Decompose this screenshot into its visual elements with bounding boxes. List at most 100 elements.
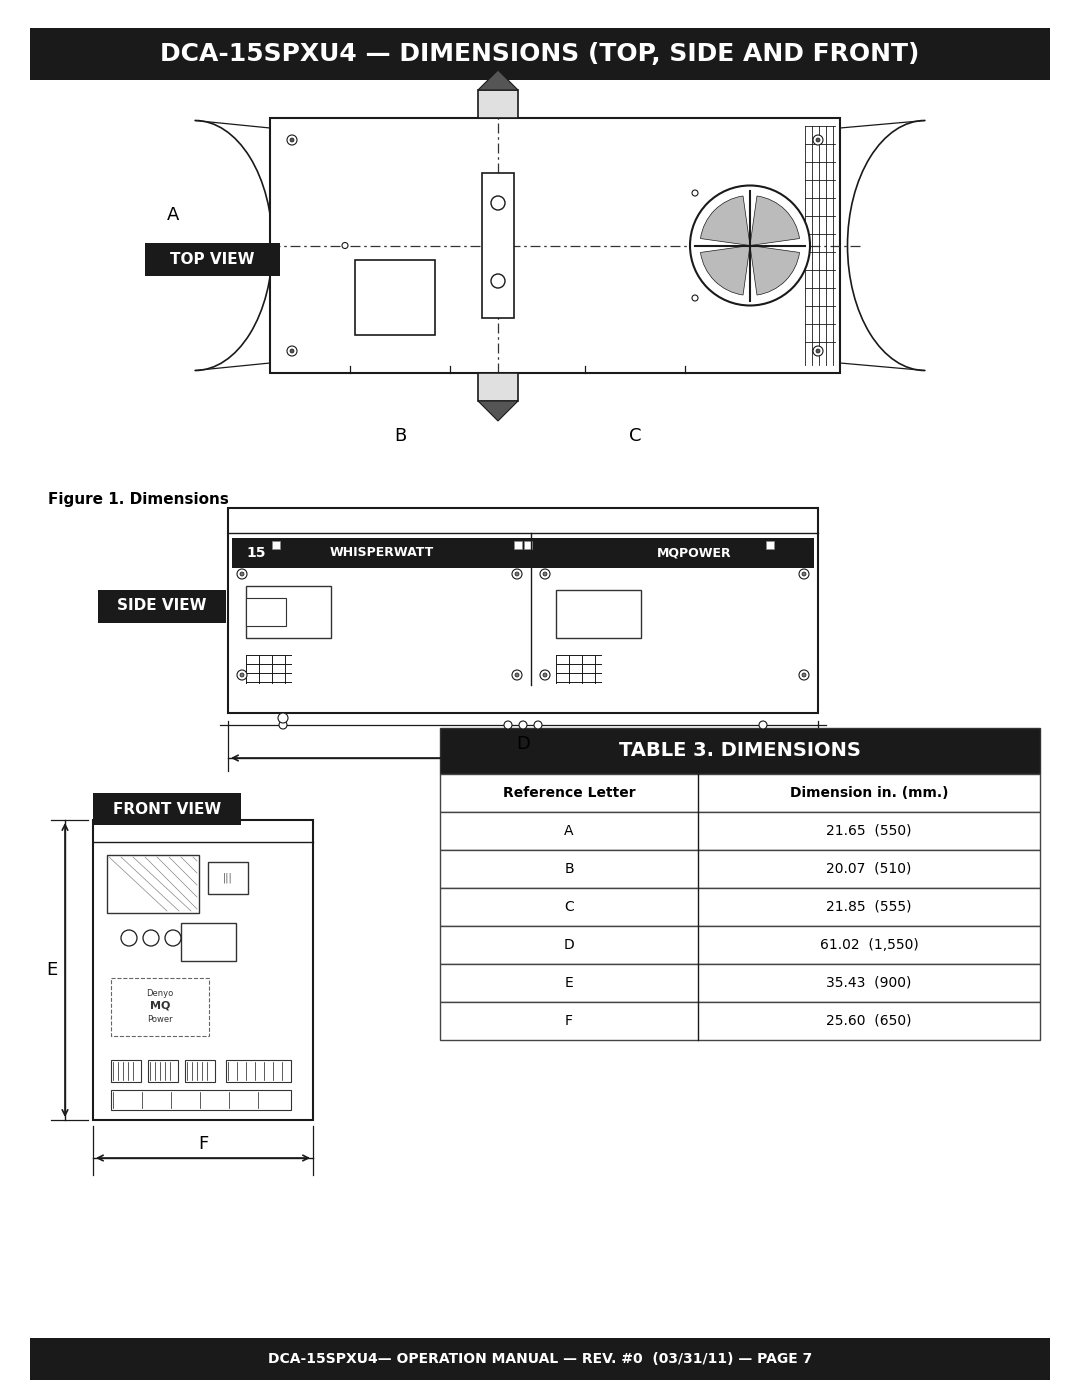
Text: FRONT VIEW: FRONT VIEW: [113, 802, 221, 816]
Bar: [111, 978, 210, 1037]
Circle shape: [491, 274, 505, 288]
Bar: [440, 926, 1040, 964]
Text: 15: 15: [246, 546, 266, 560]
Text: B: B: [564, 862, 573, 876]
Circle shape: [143, 930, 159, 946]
Circle shape: [121, 930, 137, 946]
Text: D: D: [516, 735, 530, 753]
Text: Figure 1. Dimensions: Figure 1. Dimensions: [48, 492, 229, 507]
Circle shape: [291, 349, 294, 353]
Bar: [478, 373, 518, 401]
Circle shape: [504, 721, 512, 729]
Text: C: C: [564, 900, 573, 914]
Circle shape: [692, 190, 698, 196]
Bar: [440, 964, 1040, 1002]
Bar: [440, 774, 1040, 812]
Bar: [93, 820, 313, 1120]
Bar: [246, 598, 286, 626]
Circle shape: [759, 721, 767, 729]
Circle shape: [813, 346, 823, 356]
Bar: [111, 1060, 141, 1083]
Bar: [98, 590, 226, 623]
Text: 35.43  (900): 35.43 (900): [826, 977, 912, 990]
Text: |||: |||: [224, 873, 233, 883]
Bar: [440, 849, 1040, 888]
Text: 21.65  (550): 21.65 (550): [826, 824, 912, 838]
Bar: [440, 1002, 1040, 1039]
Text: TOP VIEW: TOP VIEW: [170, 251, 254, 267]
Text: DCA-15SPXU4— OPERATION MANUAL — REV. #0  (03/31/11) — PAGE 7: DCA-15SPXU4— OPERATION MANUAL — REV. #0 …: [268, 1352, 812, 1366]
Bar: [556, 590, 642, 638]
Text: 21.85  (555): 21.85 (555): [826, 900, 912, 914]
Bar: [208, 862, 248, 894]
Bar: [148, 1060, 178, 1083]
Text: SIDE VIEW: SIDE VIEW: [118, 598, 206, 613]
Text: 20.07  (510): 20.07 (510): [826, 862, 912, 876]
Bar: [440, 728, 1040, 774]
Circle shape: [515, 571, 519, 576]
Text: D: D: [564, 937, 575, 951]
Circle shape: [491, 196, 505, 210]
Text: A: A: [564, 824, 573, 838]
Text: F: F: [565, 1014, 573, 1028]
Circle shape: [540, 569, 550, 578]
Text: Power: Power: [147, 1016, 173, 1024]
Bar: [30, 28, 1050, 80]
Text: F: F: [198, 1134, 208, 1153]
Circle shape: [287, 136, 297, 145]
Circle shape: [692, 295, 698, 300]
Text: E: E: [46, 961, 57, 979]
Bar: [246, 585, 330, 638]
Circle shape: [279, 721, 287, 729]
Text: TABLE 3. DIMENSIONS: TABLE 3. DIMENSIONS: [619, 742, 861, 760]
Bar: [228, 509, 818, 712]
Circle shape: [816, 138, 820, 142]
Bar: [440, 888, 1040, 926]
Circle shape: [240, 571, 244, 576]
Circle shape: [512, 671, 522, 680]
Text: 61.02  (1,550): 61.02 (1,550): [820, 937, 918, 951]
Circle shape: [802, 673, 806, 678]
Bar: [440, 812, 1040, 849]
Text: MQPOWER: MQPOWER: [657, 546, 731, 560]
Bar: [232, 538, 814, 569]
Bar: [93, 793, 241, 826]
Circle shape: [534, 721, 542, 729]
Text: A: A: [166, 207, 179, 225]
Circle shape: [690, 186, 810, 306]
Circle shape: [540, 671, 550, 680]
Wedge shape: [701, 246, 750, 295]
Text: DCA-15SPXU4 — DIMENSIONS (TOP, SIDE AND FRONT): DCA-15SPXU4 — DIMENSIONS (TOP, SIDE AND …: [160, 42, 920, 66]
Bar: [181, 923, 237, 961]
Circle shape: [342, 243, 348, 249]
Bar: [30, 1338, 1050, 1380]
Circle shape: [515, 673, 519, 678]
Text: C: C: [629, 427, 642, 446]
Bar: [514, 541, 522, 549]
Text: MQ: MQ: [150, 1002, 171, 1011]
Wedge shape: [750, 196, 799, 246]
Bar: [111, 1090, 291, 1111]
Circle shape: [543, 571, 546, 576]
Circle shape: [278, 712, 288, 724]
Bar: [482, 173, 514, 319]
Text: B: B: [394, 427, 406, 446]
Text: Reference Letter: Reference Letter: [502, 787, 635, 800]
Bar: [355, 260, 435, 335]
Text: WHISPERWATT: WHISPERWATT: [329, 546, 433, 560]
Bar: [145, 243, 280, 277]
Text: Dimension in. (mm.): Dimension in. (mm.): [789, 787, 948, 800]
Polygon shape: [478, 70, 518, 89]
Circle shape: [287, 346, 297, 356]
Bar: [524, 541, 532, 549]
Circle shape: [802, 571, 806, 576]
Wedge shape: [750, 246, 799, 295]
Text: E: E: [565, 977, 573, 990]
Circle shape: [543, 673, 546, 678]
Wedge shape: [701, 196, 750, 246]
Circle shape: [291, 138, 294, 142]
Bar: [272, 541, 280, 549]
Polygon shape: [478, 401, 518, 420]
Circle shape: [165, 930, 181, 946]
Circle shape: [512, 569, 522, 578]
